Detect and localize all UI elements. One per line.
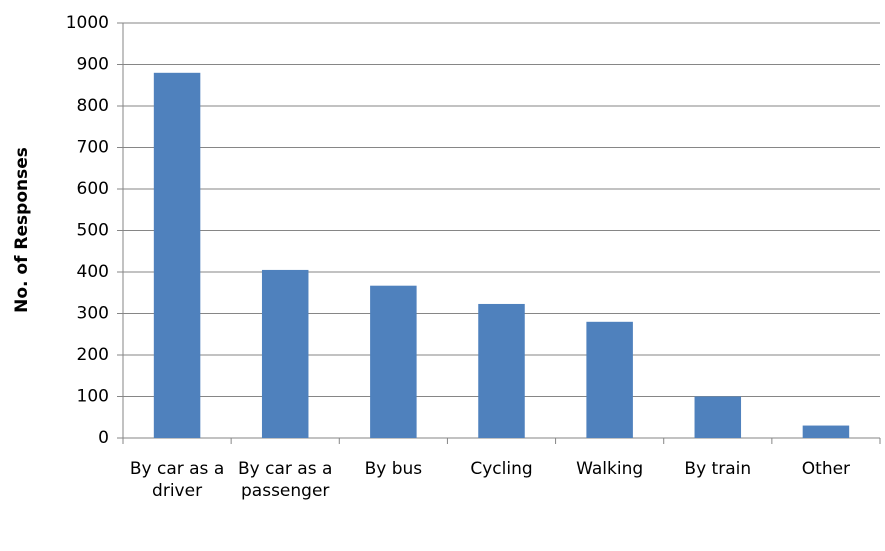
x-tick-label: Other	[801, 459, 851, 479]
x-tick-label: By bus	[364, 459, 423, 479]
y-tick-label: 100	[77, 387, 109, 407]
y-tick-label: 800	[77, 96, 109, 116]
bar	[478, 303, 525, 438]
y-tick-label: 300	[77, 304, 109, 324]
y-tick-label: 400	[77, 262, 109, 282]
y-tick-label: 700	[77, 138, 109, 158]
y-tick-label: 900	[77, 55, 109, 75]
bar	[802, 425, 850, 438]
bar	[586, 321, 633, 438]
y-axis-label: No. of Responses	[12, 147, 32, 313]
y-tick-label: 600	[77, 179, 109, 199]
bar	[370, 285, 417, 438]
x-tick-label: By car as a passenger	[238, 459, 333, 501]
bar	[261, 269, 309, 438]
y-tick-label: 0	[98, 428, 109, 448]
y-tick-label: 500	[77, 221, 109, 241]
bar	[153, 72, 201, 439]
x-tick-label: Cycling	[470, 459, 533, 479]
y-tick-label: 200	[77, 345, 109, 365]
x-tick-label: By train	[684, 459, 752, 479]
bar	[694, 396, 742, 438]
y-tick-label: 1000	[66, 13, 109, 33]
x-tick-label: Walking	[576, 459, 644, 479]
x-tick-label: By car as a driver	[129, 459, 225, 501]
